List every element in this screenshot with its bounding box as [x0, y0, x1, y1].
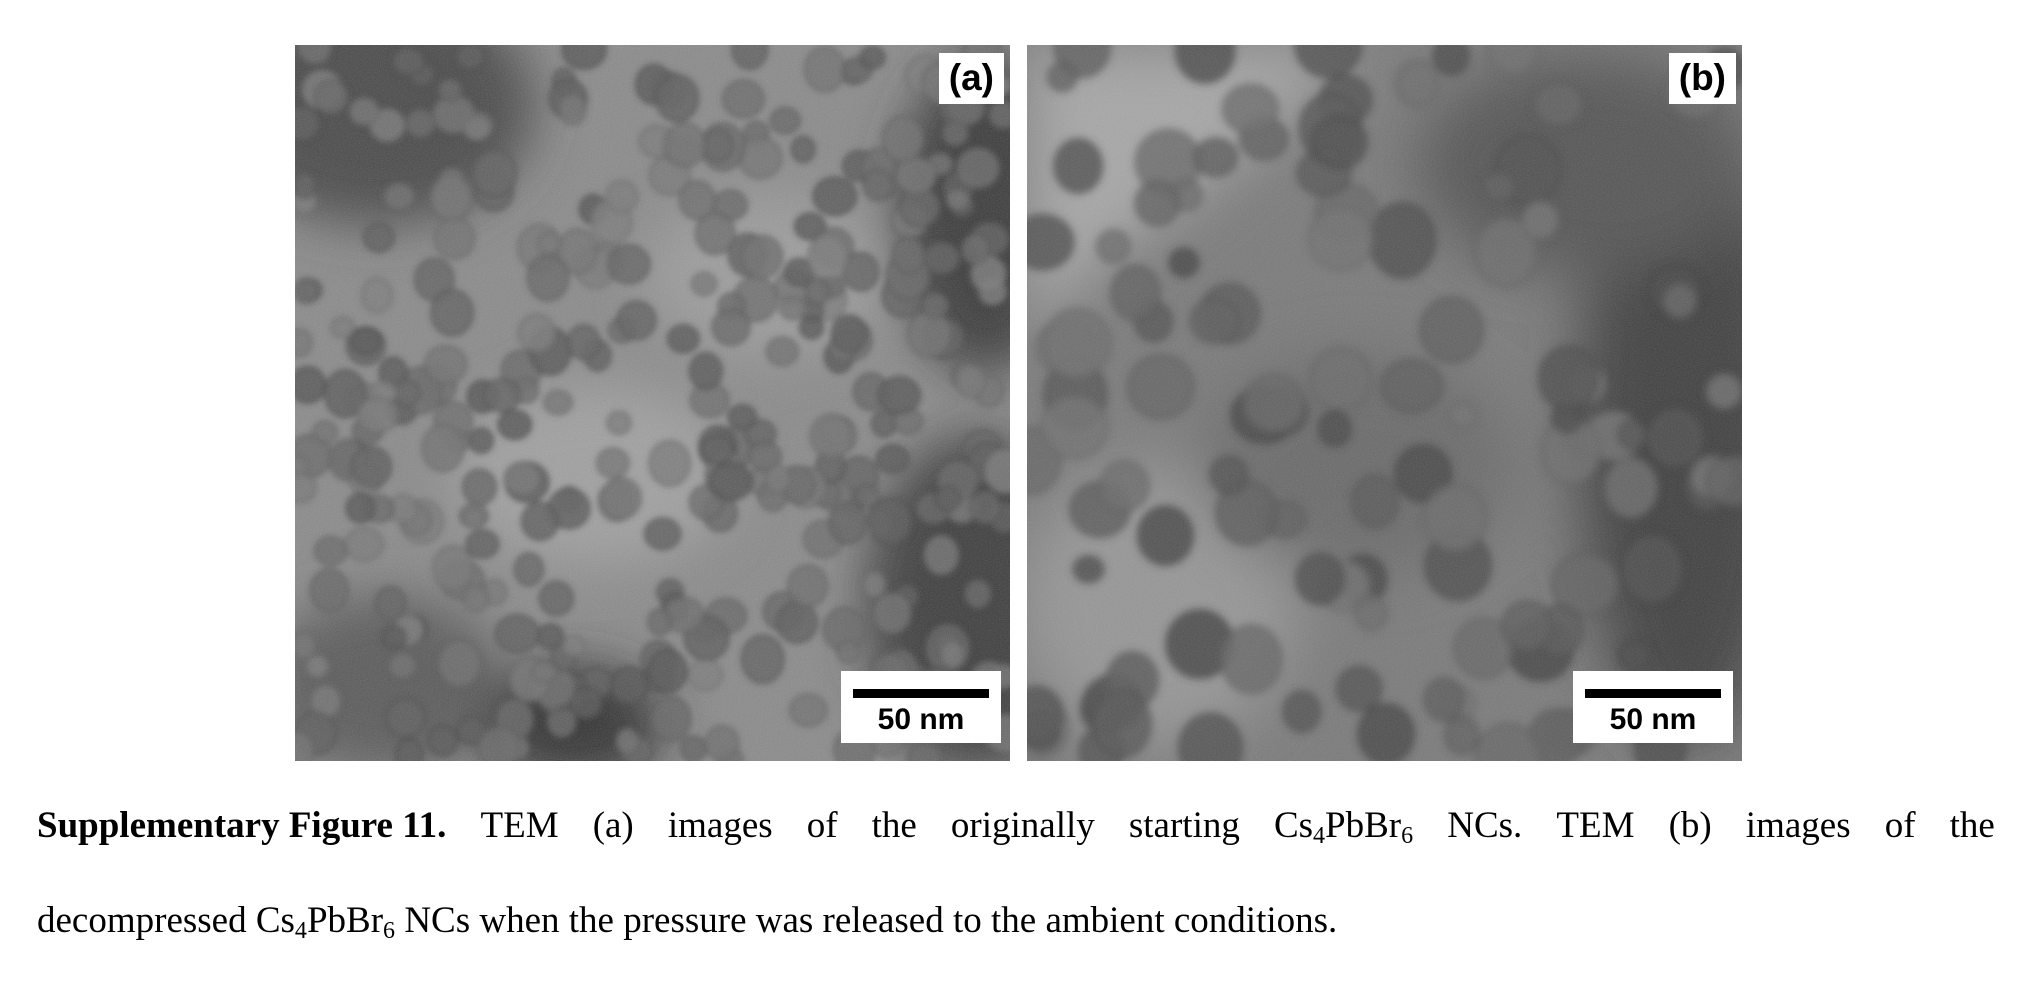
caption-word: TEM [480, 805, 559, 846]
figure-caption-line-1: Supplementary Figure 11. TEM (a) images … [37, 804, 1995, 848]
tem-image-panel-a: (a) 50 nm [295, 45, 1010, 761]
caption-text: decompressed [37, 900, 247, 941]
caption-title: Supplementary Figure 11. [37, 805, 447, 846]
scale-bar-text: 50 nm [877, 703, 965, 736]
panel-label-b: (b) [1668, 53, 1736, 104]
figure-caption-line-2: decompressed Cs4PbBr6 NCs when the press… [37, 899, 1995, 943]
caption-word: starting [1128, 805, 1240, 846]
tem-micrograph-a [295, 45, 1010, 761]
tem-micrograph-b [1027, 45, 1742, 761]
scale-bar-line [853, 689, 989, 698]
caption-word: the [871, 805, 917, 846]
caption-word: (a) [592, 805, 634, 846]
caption-word: (b) [1668, 805, 1712, 846]
panel-label-a: (a) [938, 53, 1004, 104]
chemical-formula: Cs4PbBr6 [1273, 805, 1414, 849]
caption-word: of [806, 805, 838, 846]
chemical-formula: Cs4PbBr6 [255, 900, 396, 944]
caption-word: of [1884, 805, 1916, 846]
scale-bar-a: 50 nm [841, 671, 1001, 743]
caption-text: NCs when the pressure was released to th… [404, 900, 1338, 941]
caption-word: images [667, 805, 773, 846]
scale-bar-b: 50 nm [1573, 671, 1733, 743]
caption-word: originally [950, 805, 1095, 846]
caption-word: images [1745, 805, 1851, 846]
caption-word: TEM [1556, 805, 1635, 846]
caption-word: the [1949, 805, 1995, 846]
tem-image-panel-b: (b) 50 nm [1027, 45, 1742, 761]
caption-word: NCs. [1447, 805, 1523, 846]
scale-bar-line [1585, 689, 1721, 698]
scale-bar-text: 50 nm [1609, 703, 1697, 736]
